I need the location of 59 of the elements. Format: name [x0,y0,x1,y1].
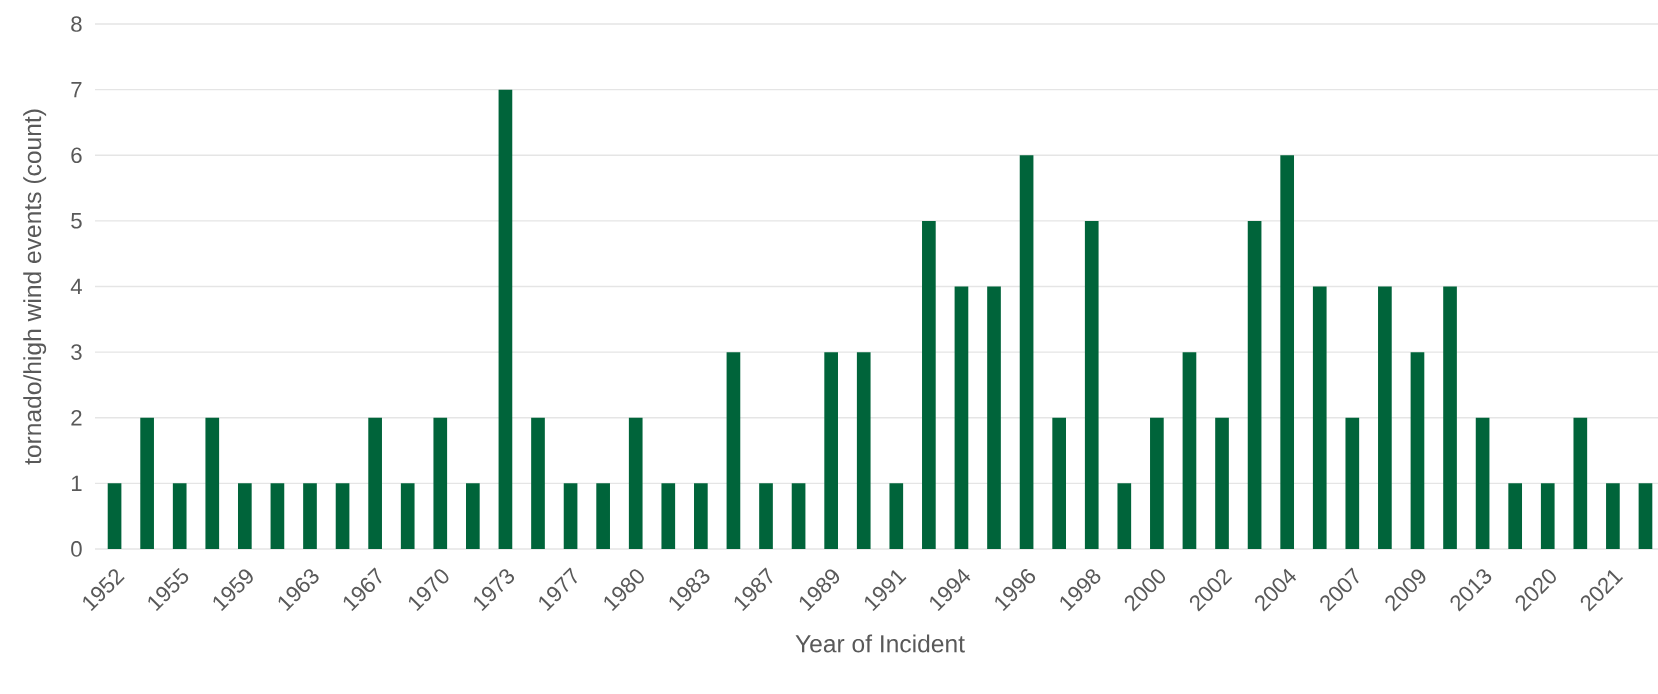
bar [1280,155,1295,549]
bar [791,483,806,549]
bar [400,483,415,549]
bar [1573,417,1588,549]
y-axis-title: tornado/high wind events (count) [23,109,47,465]
bar [856,352,871,549]
bar [954,286,969,549]
bar [889,483,904,549]
bar [1182,352,1197,549]
bar [694,483,708,549]
y-tick-label: 7 [71,81,82,98]
bar [205,417,220,549]
bar [1475,417,1490,549]
y-tick-label: 8 [71,16,82,32]
bar [237,483,252,549]
bar [1084,220,1099,549]
bar [1638,483,1653,549]
bar [1540,483,1555,549]
bar [1019,155,1034,549]
bar [335,483,350,549]
bar [1247,220,1262,549]
bar [759,483,773,549]
x-axis-title: Year of Incident [795,634,965,653]
y-tick-label: 3 [71,344,82,360]
y-tick-label: 1 [71,475,82,491]
bar [1410,352,1425,549]
bar [172,483,187,549]
bar [1117,483,1132,549]
bar [563,483,578,549]
bar [531,417,545,549]
bar [1606,483,1620,549]
y-tick-label: 0 [71,541,82,557]
bar [987,286,1001,549]
bar [1345,417,1360,549]
bar [433,417,448,549]
y-tick-label: 2 [71,409,82,426]
y-tick-label: 5 [71,213,82,229]
bar [1443,286,1457,549]
bar [922,220,936,549]
bar [726,352,741,549]
bar [303,483,317,549]
y-tick-label: 6 [71,147,82,164]
bar [1215,417,1229,549]
bar [1052,417,1066,549]
bar [661,483,676,549]
y-tick-label: 4 [70,278,82,295]
bar [824,352,838,549]
bar [107,483,122,549]
bar [498,89,513,549]
bar [368,417,382,549]
bar [1378,286,1392,549]
bar [596,483,610,549]
bar [1508,483,1523,549]
bar [1312,286,1327,549]
bar [628,417,643,549]
bar [466,483,480,549]
bar [270,483,285,549]
bar [1150,417,1164,549]
bar [140,417,154,549]
